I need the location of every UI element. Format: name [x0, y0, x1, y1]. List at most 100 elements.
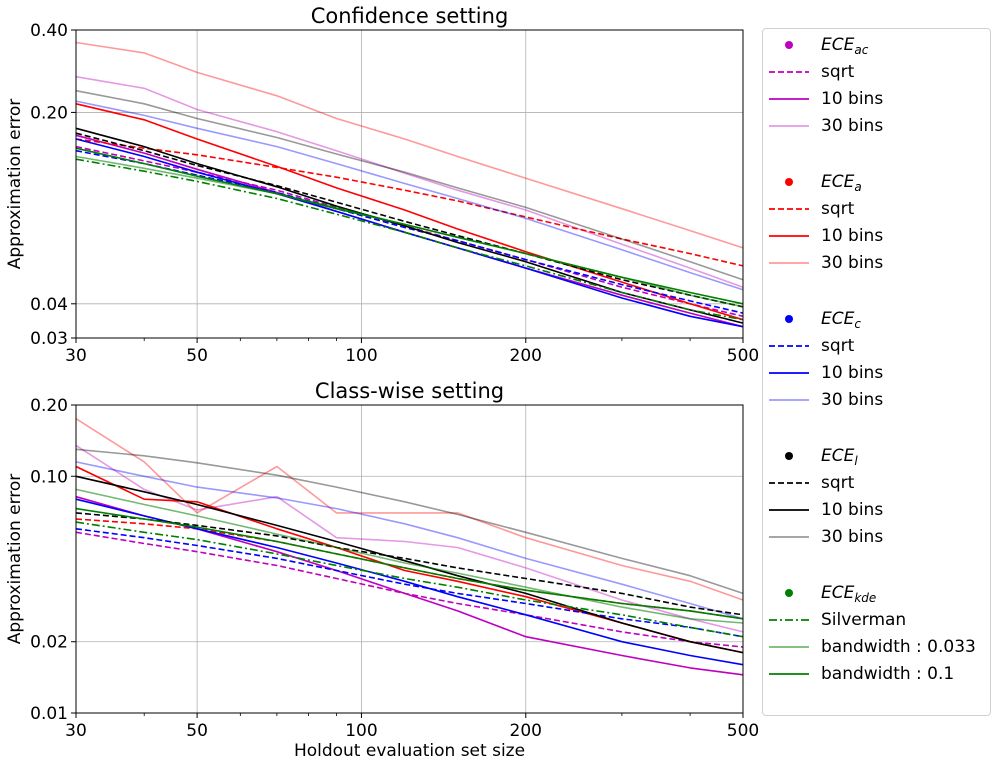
- legend-marker: [785, 178, 793, 186]
- x-tick-label: 100: [345, 721, 377, 741]
- y-tick-label: 0.02: [30, 633, 68, 653]
- series-line-c-9: [75, 461, 744, 620]
- legend-item-label: 30 bins: [821, 390, 884, 410]
- legend-item: 10 bins: [763, 225, 992, 247]
- series-line-a-5: [75, 103, 744, 321]
- legend-group-base: ECE: [821, 172, 855, 192]
- legend-group-base: ECE: [821, 446, 855, 466]
- legend-item-label: sqrt: [821, 336, 855, 356]
- legend-group-c: ECEc: [763, 308, 992, 331]
- legend-item-label: bandwidth : 0.033: [821, 637, 976, 657]
- legend-line-swatch: [769, 482, 809, 484]
- legend-item-label: 30 bins: [821, 527, 884, 547]
- series-line-kde-14: [75, 488, 744, 624]
- legend-item-label: Silverman: [821, 610, 907, 630]
- legend-item: bandwidth : 0.1: [763, 663, 992, 685]
- series-line-l-10: [75, 132, 744, 308]
- legend-item: sqrt: [763, 335, 992, 357]
- x-tick-label: 50: [186, 721, 208, 741]
- legend-item-label: sqrt: [821, 473, 855, 493]
- legend-group-sub: a: [854, 180, 862, 194]
- legend-group-sub: l: [854, 454, 858, 468]
- legend-group-title: ECEl: [821, 445, 858, 472]
- legend-item: 30 bins: [763, 115, 992, 137]
- series-line-kde-15: [75, 507, 744, 620]
- y-axis-label: Approximation error: [5, 99, 25, 270]
- series-line-a-6: [75, 418, 744, 601]
- legend-group-base: ECE: [821, 35, 855, 55]
- legend-item-label: 30 bins: [821, 116, 884, 136]
- legend-line-swatch: [769, 372, 809, 374]
- legend-item-label: 10 bins: [821, 89, 884, 109]
- series-line-a-4: [75, 138, 744, 267]
- legend-line-swatch: [769, 399, 809, 401]
- x-tick-label: 50: [186, 346, 208, 366]
- series-line-l-10: [75, 512, 744, 616]
- legend-line-swatch: [769, 262, 809, 264]
- legend-group-sub: kde: [854, 591, 877, 605]
- legend-item-label: 10 bins: [821, 226, 884, 246]
- legend-group-title: ECEa: [821, 171, 862, 198]
- legend-item-label: 10 bins: [821, 363, 884, 383]
- legend-item: sqrt: [763, 198, 992, 220]
- y-tick-label: 0.04: [30, 295, 68, 315]
- x-tick-label: 500: [727, 721, 759, 741]
- legend-line-swatch: [769, 673, 809, 675]
- legend-line-swatch: [769, 71, 809, 73]
- series-line-l-11: [75, 475, 744, 654]
- plot-frame: [75, 404, 744, 714]
- series-line-ac-1: [75, 145, 744, 318]
- legend-item: Silverman: [763, 609, 992, 631]
- legend-line-swatch: [769, 619, 809, 621]
- legend-line-swatch: [769, 509, 809, 511]
- legend-item: 10 bins: [763, 499, 992, 521]
- chart-1: 30 50 100 200 500 0.03 0.04 0.20 0.40 Confidence …: [5, 4, 759, 366]
- legend-group-title: ECEac: [821, 34, 868, 61]
- legend-group-sub: c: [854, 317, 861, 331]
- legend-line-swatch: [769, 536, 809, 538]
- legend-item: sqrt: [763, 61, 992, 83]
- legend-marker: [785, 589, 793, 597]
- chart-title: Class-wise setting: [315, 379, 504, 403]
- legend-item: 30 bins: [763, 252, 992, 274]
- y-tick-label: 0.20: [30, 396, 68, 416]
- legend-group-ac: ECEac: [763, 34, 992, 57]
- legend-group-base: ECE: [821, 583, 855, 603]
- y-tick-label: 0.01: [30, 704, 68, 724]
- legend-line-swatch: [769, 98, 809, 100]
- series-line-kde-13: [75, 158, 744, 321]
- legend-marker: [785, 315, 793, 323]
- x-tick-label: 500: [727, 346, 759, 366]
- y-tick-label: 0.03: [30, 329, 68, 349]
- legend-marker: [785, 41, 793, 49]
- legend-group-base: ECE: [821, 309, 855, 329]
- legend-item-label: sqrt: [821, 62, 855, 82]
- series-line-c-7: [75, 528, 744, 638]
- x-tick-label: 100: [345, 346, 377, 366]
- legend-marker: [785, 452, 793, 460]
- x-tick-label: 200: [510, 346, 542, 366]
- x-axis-label: Holdout evaluation set size: [294, 741, 525, 761]
- legend-group-a: ECEa: [763, 171, 992, 194]
- legend-item: 30 bins: [763, 389, 992, 411]
- y-tick-label: 0.40: [30, 21, 68, 41]
- series-line-l-12: [75, 89, 744, 281]
- legend-group-kde: ECEkde: [763, 582, 992, 605]
- legend-item-label: 10 bins: [821, 500, 884, 520]
- chart-title: Confidence setting: [311, 4, 509, 28]
- legend-group-l: ECEl: [763, 445, 992, 468]
- series-line-ac-3: [75, 444, 744, 633]
- series-line-kde-13: [75, 521, 744, 638]
- series-line-kde-15: [75, 147, 744, 305]
- plot-frame: [75, 29, 744, 339]
- series-line-a-6: [75, 41, 744, 249]
- x-tick-label: 30: [65, 346, 87, 366]
- legend-group-title: ECEc: [821, 308, 861, 335]
- legend-line-swatch: [769, 235, 809, 237]
- y-axis-label: Approximation error: [5, 474, 25, 645]
- series-line-l-11: [75, 127, 744, 324]
- legend-group-title: ECEkde: [821, 582, 876, 609]
- legend-line-swatch: [769, 125, 809, 127]
- legend-item: 30 bins: [763, 526, 992, 548]
